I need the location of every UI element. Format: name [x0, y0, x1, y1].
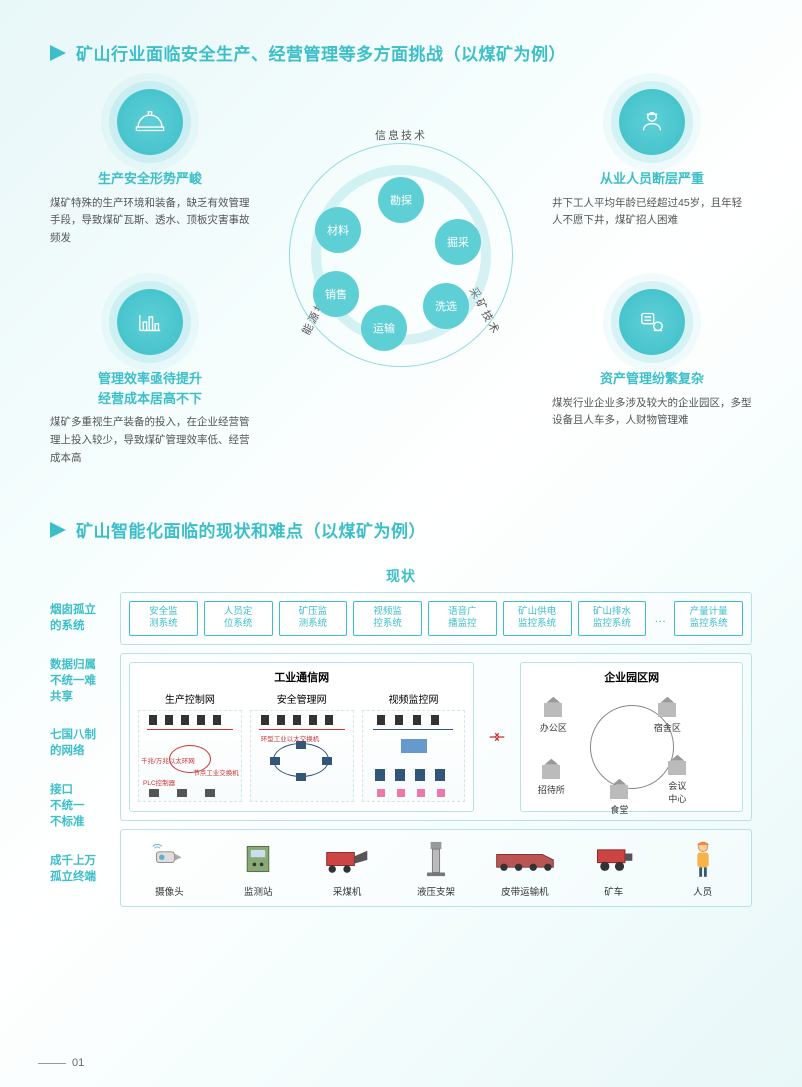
- campus-node-4: 招待所: [531, 765, 571, 796]
- systems-ellipsis: …: [652, 611, 668, 625]
- status-diagram: 烟囱孤立 的系统数据归属 不统一难 共享七国八制 的网络接口 不统一 不标准成千…: [50, 592, 752, 915]
- subnet-0: 生产控制网千兆/万兆以太环网PLC控制器节点工业交换机: [138, 691, 242, 802]
- challenges-panel: 生产安全形势严峻 煤矿特殊的生产环境和装备，缺乏有效管理手段，导致煤矿瓦斯、透水…: [50, 89, 752, 489]
- terminal-icon-0: [129, 838, 210, 880]
- cycle-node-3: 运输: [361, 305, 407, 351]
- campus-node-0: 办公区: [533, 703, 573, 734]
- campus-node-3: 食堂: [599, 785, 639, 816]
- challenge-assets-title: 资产管理纷繁复杂: [552, 369, 752, 389]
- pain-point-2: 七国八制 的网络: [50, 727, 110, 759]
- assets-icon: [619, 289, 685, 355]
- challenge-workforce-title: 从业人员断层严重: [552, 169, 752, 189]
- pain-point-1: 数据归属 不统一难 共享: [50, 657, 110, 705]
- terminal-5: 矿车: [573, 838, 654, 898]
- ring-label-top: 信息技术: [375, 127, 427, 143]
- networks-lane: 工业通信网 生产控制网千兆/万兆以太环网PLC控制器节点工业交换机安全管理网环型…: [120, 653, 752, 821]
- status-heading: 现状: [50, 566, 752, 586]
- section1-header: 矿山行业面临安全生产、经营管理等多方面挑战（以煤矿为例）: [50, 40, 752, 65]
- campus-net-group: 企业园区网 办公区宿舍区会议 中心食堂招待所: [520, 662, 743, 812]
- cycle-node-2: 洗选: [423, 283, 469, 329]
- system-box-3: 视频监 控系统: [353, 601, 422, 636]
- terminal-label-2: 采煤机: [307, 884, 388, 898]
- cycle-node-0: 勘探: [378, 177, 424, 223]
- system-box-4: 语音广 播监控: [428, 601, 497, 636]
- subnet-title-1: 安全管理网: [250, 691, 354, 706]
- terminal-icon-3: [396, 838, 477, 880]
- pain-point-0: 烟囱孤立 的系统: [50, 602, 110, 634]
- challenge-workforce: 从业人员断层严重 井下工人平均年龄已经超过45岁，且年轻人不愿下井，煤矿招人困难: [552, 89, 752, 230]
- terminal-icon-2: [307, 838, 388, 880]
- system-box-7: 产量计量 监控系统: [674, 601, 743, 636]
- value-chain-diagram: 信息技术 能源技术 采矿技术 勘探掘采洗选运输销售材料: [271, 125, 531, 385]
- industrial-net-title: 工业通信网: [138, 669, 465, 685]
- triangle-icon: [50, 45, 66, 61]
- section2: 矿山智能化面临的现状和难点（以煤矿为例） 现状 烟囱孤立 的系统数据归属 不统一…: [50, 517, 752, 915]
- challenge-safety-title: 生产安全形势严峻: [50, 169, 250, 189]
- terminal-icon-1: [218, 838, 299, 880]
- cycle-node-1: 掘采: [435, 219, 481, 265]
- system-box-0: 安全监 测系统: [129, 601, 198, 636]
- campus-node-1: 宿舍区: [647, 703, 687, 734]
- terminal-label-4: 皮带运输机: [484, 884, 565, 898]
- terminal-label-5: 矿车: [573, 884, 654, 898]
- system-box-2: 矿压监 测系统: [279, 601, 348, 636]
- terminal-4: 皮带运输机: [484, 838, 565, 898]
- terminal-1: 监测站: [218, 838, 299, 898]
- challenge-efficiency-desc: 煤矿多重视生产装备的投入，在企业经营管理上投入较少，导致煤矿管理效率低、经营成本…: [50, 414, 250, 468]
- chart-icon: [117, 289, 183, 355]
- challenge-assets-desc: 煤炭行业企业多涉及较大的企业园区，多型设备且人车多，人财物管理难: [552, 395, 752, 431]
- section2-title: 矿山智能化面临的现状和难点（以煤矿为例）: [76, 517, 426, 542]
- terminal-label-6: 人员: [662, 884, 743, 898]
- worker-icon: [619, 89, 685, 155]
- terminal-3: 液压支架: [396, 838, 477, 898]
- terminals-lane: 摄像头监测站采煤机液压支架皮带运输机矿车人员: [120, 829, 752, 907]
- terminal-label-0: 摄像头: [129, 884, 210, 898]
- helmet-icon: [117, 89, 183, 155]
- network-link-icon: [484, 662, 510, 812]
- subnet-diagram-0: 千兆/万兆以太环网PLC控制器节点工业交换机: [138, 710, 242, 802]
- triangle-icon: [50, 522, 66, 538]
- subnet-diagram-2: [362, 710, 466, 802]
- campus-ring-diagram: 办公区宿舍区会议 中心食堂招待所: [529, 691, 734, 803]
- challenge-efficiency: 管理效率亟待提升 经营成本居高不下 煤矿多重视生产装备的投入，在企业经营管理上投…: [50, 289, 250, 468]
- terminal-2: 采煤机: [307, 838, 388, 898]
- pain-point-4: 成千上万 孤立终端: [50, 853, 110, 885]
- subnet-title-0: 生产控制网: [138, 691, 242, 706]
- terminal-6: 人员: [662, 838, 743, 898]
- challenge-safety: 生产安全形势严峻 煤矿特殊的生产环境和装备，缺乏有效管理手段，导致煤矿瓦斯、透水…: [50, 89, 250, 248]
- terminal-icon-4: [484, 838, 565, 880]
- subnet-2: 视频监控网: [362, 691, 466, 802]
- campus-net-title: 企业园区网: [529, 669, 734, 685]
- cycle-node-4: 销售: [313, 271, 359, 317]
- challenge-safety-desc: 煤矿特殊的生产环境和装备，缺乏有效管理手段，导致煤矿瓦斯、透水、顶板灾害事故频发: [50, 195, 250, 249]
- pain-points-column: 烟囱孤立 的系统数据归属 不统一难 共享七国八制 的网络接口 不统一 不标准成千…: [50, 592, 110, 915]
- terminal-label-3: 液压支架: [396, 884, 477, 898]
- campus-node-2: 会议 中心: [657, 761, 697, 805]
- subnet-1: 安全管理网环型工业以太交换机: [250, 691, 354, 802]
- system-box-1: 人员定 位系统: [204, 601, 273, 636]
- system-box-5: 矿山供电 监控系统: [503, 601, 572, 636]
- section1-title: 矿山行业面临安全生产、经营管理等多方面挑战（以煤矿为例）: [76, 40, 566, 65]
- terminal-0: 摄像头: [129, 838, 210, 898]
- industrial-net-group: 工业通信网 生产控制网千兆/万兆以太环网PLC控制器节点工业交换机安全管理网环型…: [129, 662, 474, 812]
- challenge-efficiency-title: 管理效率亟待提升 经营成本居高不下: [50, 369, 250, 408]
- systems-lane: 安全监 测系统人员定 位系统矿压监 测系统视频监 控系统语音广 播监控矿山供电 …: [120, 592, 752, 645]
- terminal-label-1: 监测站: [218, 884, 299, 898]
- challenge-assets: 资产管理纷繁复杂 煤炭行业企业多涉及较大的企业园区，多型设备且人车多，人财物管理…: [552, 289, 752, 430]
- cycle-node-5: 材料: [315, 207, 361, 253]
- section2-header: 矿山智能化面临的现状和难点（以煤矿为例）: [50, 517, 752, 542]
- pain-point-3: 接口 不统一 不标准: [50, 782, 110, 830]
- terminal-icon-5: [573, 838, 654, 880]
- system-box-6: 矿山排水 监控系统: [578, 601, 647, 636]
- challenge-workforce-desc: 井下工人平均年龄已经超过45岁，且年轻人不愿下井，煤矿招人困难: [552, 195, 752, 231]
- terminal-icon-6: [662, 838, 743, 880]
- subnet-title-2: 视频监控网: [362, 691, 466, 706]
- page-number: 01: [38, 1057, 84, 1069]
- subnet-diagram-1: 环型工业以太交换机: [250, 710, 354, 802]
